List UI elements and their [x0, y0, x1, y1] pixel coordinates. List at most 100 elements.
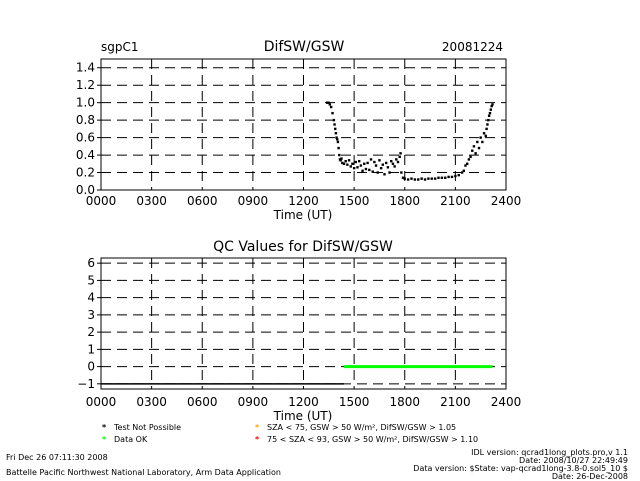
- data-point: [393, 165, 396, 168]
- data-point: [472, 145, 476, 148]
- data-point: [465, 162, 469, 165]
- data-point: [462, 169, 466, 172]
- site-label: sgpC1: [101, 40, 139, 54]
- data-point: [403, 177, 406, 180]
- data-point: [341, 161, 344, 165]
- data-point: [386, 166, 390, 169]
- data-point: [437, 176, 440, 179]
- x-tick-label: 0600: [187, 194, 218, 208]
- y-tick-label: 4: [87, 291, 95, 305]
- data-point: [339, 159, 342, 162]
- y-tick-label: 0.6: [76, 131, 95, 145]
- x-tick-label: 0300: [136, 395, 167, 409]
- y-tick-label: 3: [87, 308, 95, 322]
- chart-title: DifSW/GSW: [264, 39, 345, 55]
- data-point: [476, 140, 479, 144]
- data-point: [371, 170, 374, 173]
- data-point: [410, 177, 413, 180]
- footer-idl-version: IDL version: qcrad1long_plots.pro,v 1.1: [471, 448, 628, 457]
- data-point: [376, 171, 379, 174]
- legend-item-sza-75-93: * 75 < SZA < 93, GSW > 50 W/m², DifSW/GSW…: [255, 435, 478, 444]
- data-point: [474, 152, 477, 155]
- y-tick-label: 0.8: [76, 113, 95, 127]
- data-point: [373, 160, 376, 164]
- data-point: [366, 161, 369, 165]
- data-point: [369, 158, 373, 161]
- y-tick-label: 1.2: [76, 78, 95, 92]
- x-tick-label: 1500: [339, 395, 370, 409]
- footer-data-version: Data version: $State: vap-qcrad1long-3.8…: [413, 464, 628, 473]
- footer-data-date: Date: 26-Dec-2008: [551, 472, 628, 481]
- data-point: [332, 118, 336, 122]
- legend-item-data-ok: * Data OK: [102, 435, 147, 444]
- data-point: [440, 176, 444, 179]
- data-point: [433, 177, 437, 180]
- x-tick-label: 0000: [86, 194, 117, 208]
- x-axis: 0000 0300 0600 0900 1200 1500 1800 2100 2400: [86, 194, 522, 208]
- data-point: [390, 159, 393, 163]
- x-tick-label: 2400: [491, 194, 522, 208]
- legend-label: 75 < SZA < 93, GSW > 50 W/m², DifSW/GSW …: [267, 435, 479, 444]
- x-tick-label: 1800: [389, 194, 420, 208]
- data-point: [447, 175, 450, 179]
- data-point: [359, 164, 363, 167]
- data-point: [331, 111, 334, 115]
- x-axis-label: Time (UT): [273, 409, 333, 423]
- x-tick-label: 2400: [491, 395, 522, 409]
- y-tick-label: −1: [77, 377, 95, 391]
- data-point: [464, 164, 467, 167]
- legend-marker: *: [255, 423, 260, 432]
- legend-marker: *: [102, 435, 107, 444]
- data-point: [336, 140, 340, 144]
- data-point: [417, 178, 420, 181]
- data-point: [484, 134, 487, 138]
- data-point: [391, 162, 395, 165]
- x-tick-label: 2100: [440, 194, 471, 208]
- data-series: [325, 101, 494, 181]
- x-tick-label: 1200: [288, 194, 319, 208]
- data-point: [467, 158, 471, 161]
- data-point: [481, 140, 484, 144]
- data-point: [427, 177, 430, 180]
- data-point: [379, 166, 383, 170]
- data-point: [423, 178, 427, 181]
- legend-item-test-not-possible: * Test Not Possible: [102, 423, 181, 432]
- legend-item-sza-lt-75: * SZA < 75, GSW > 50 W/m², DifSW/GSW > 1.…: [255, 423, 456, 432]
- data-point: [334, 127, 337, 131]
- data-point: [344, 159, 347, 163]
- data-point: [338, 153, 341, 157]
- data-point: [374, 164, 378, 167]
- data-point: [454, 174, 457, 178]
- data-point: [489, 108, 493, 111]
- data-point: [477, 146, 481, 150]
- legend-label: Test Not Possible: [114, 423, 182, 432]
- y-tick-label: 2: [87, 325, 95, 339]
- x-tick-label: 1800: [389, 395, 420, 409]
- grid: [101, 59, 506, 191]
- data-point: [346, 163, 349, 166]
- data-point: [479, 136, 482, 139]
- data-point: [450, 175, 454, 179]
- data-point: [334, 132, 338, 135]
- data-point: [336, 138, 339, 141]
- data-point: [406, 178, 410, 181]
- footer-idl-date: Date: 2008/10/27 22:49:49: [519, 456, 628, 465]
- data-point: [460, 171, 464, 174]
- data-point: [328, 103, 332, 106]
- y-tick-label: 0: [87, 360, 95, 374]
- footer-timestamp: Fri Dec 26 07:11:30 2008: [6, 453, 108, 462]
- x-tick-label: 0600: [187, 395, 218, 409]
- x-tick-label: 0900: [238, 395, 269, 409]
- x-axis-label: Time (UT): [273, 208, 333, 222]
- legend-marker: *: [255, 435, 260, 444]
- data-point: [488, 111, 492, 115]
- y-axis: −1 0 1 2 3 4 5 6: [77, 256, 101, 391]
- data-point: [337, 146, 340, 150]
- data-point: [354, 160, 358, 164]
- data-point: [388, 171, 391, 174]
- data-point: [356, 166, 359, 169]
- x-tick-label: 0000: [86, 395, 117, 409]
- data-point: [325, 101, 329, 104]
- data-point: [340, 157, 343, 160]
- data-point: [368, 168, 371, 172]
